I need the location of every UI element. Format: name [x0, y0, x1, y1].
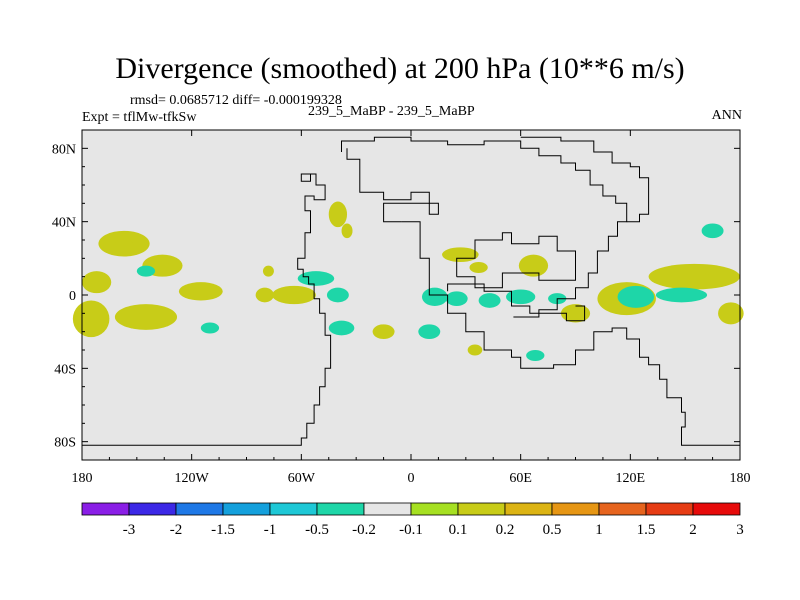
x-tick-label: 120E [616, 471, 646, 486]
y-tick-label: 80S [54, 436, 76, 451]
contour-blob-core [193, 288, 209, 295]
contour-blob [297, 271, 335, 286]
contour-blob-core [286, 291, 302, 299]
colorbar-label: 0.1 [449, 522, 468, 538]
colorbar-label: -2 [170, 522, 183, 538]
colorbar-label: -1.5 [211, 522, 235, 538]
colorbar-swatch [504, 502, 553, 516]
coastline-segment [82, 173, 332, 446]
contour-blob-core [155, 261, 170, 270]
experiment-line: Expt = tflMw-tfkSw [82, 110, 197, 125]
contour-blob [617, 285, 655, 308]
x-tick-label: 180 [730, 471, 751, 486]
coastline-segment [447, 283, 586, 322]
y-tick-label: 40S [54, 362, 76, 377]
colorbar-swatch [128, 502, 177, 516]
coastline-segment [346, 148, 439, 223]
coastline-segment [341, 136, 628, 318]
coastline-segment [520, 136, 650, 223]
colorbar-label: -0.1 [399, 522, 423, 538]
x-tick-label: 60W [288, 471, 316, 486]
contour-blob [518, 254, 549, 277]
contour-blob [255, 287, 274, 303]
contour-blob [469, 262, 488, 273]
case-line: 239_5_MaBP - 239_5_MaBP [308, 104, 475, 119]
stats-line: rmsd= 0.0685712 diff= -0.000199328 [130, 93, 342, 108]
colorbar-swatch [269, 502, 318, 516]
contour-blob [82, 271, 112, 294]
coastlines [82, 136, 740, 446]
contour-blob [718, 302, 744, 325]
contour-blob [328, 201, 348, 228]
contour-blob [506, 289, 536, 305]
contour-blob [701, 223, 724, 239]
colorbar-swatch [645, 502, 694, 516]
chart-title: Divergence (smoothed) at 200 hPa (10**6 … [115, 52, 685, 85]
colorbar-label: -0.2 [352, 522, 376, 538]
colorbar-swatch [598, 502, 647, 516]
colorbar-label: 1 [595, 522, 603, 538]
contour-blob [526, 350, 545, 361]
contour-blob-core [678, 272, 711, 282]
contour-blob-core [84, 312, 98, 326]
contour-blob [372, 324, 395, 339]
contour-blob [421, 287, 448, 307]
colorbar-label: -3 [123, 522, 136, 538]
contour-blob [467, 344, 483, 356]
x-tick-label: 180 [72, 471, 93, 486]
colorbar-label: 1.5 [637, 522, 656, 538]
contour-blob [445, 291, 468, 306]
contour-blob [560, 304, 591, 323]
x-tick-label: 0 [408, 471, 415, 486]
colorbar-swatch [175, 502, 224, 516]
contour-blob [418, 324, 441, 339]
x-tick-label: 60E [509, 471, 532, 486]
colorbar: -3 -2 -1.5 -1 -0.5 -0.2 -0.1 0.1 0.2 0.5 1 1.5 2 3 [81, 502, 744, 538]
colorbar-label: 2 [689, 522, 697, 538]
coastline-segment [401, 221, 740, 446]
contour-blob [341, 223, 353, 239]
colorbar-swatch [363, 502, 412, 516]
season-label: ANN [711, 108, 742, 123]
contour-blob [478, 293, 501, 308]
colorbar-swatch [81, 502, 130, 516]
y-tick-label: 0 [69, 289, 76, 304]
contour-blob [328, 320, 355, 336]
colorbar-label: 0.2 [496, 522, 515, 538]
coastline-segment [456, 232, 576, 289]
axes: 180 120W 60W 0 60E 120E 180 80N 40N 0 40S 80S [52, 130, 751, 486]
colorbar-label: 3 [736, 522, 744, 538]
colorbar-swatch [692, 502, 741, 516]
contour-blob-core [453, 252, 467, 258]
colorbar-swatch [457, 502, 506, 516]
contour-blob [262, 265, 274, 277]
contour-blob [326, 287, 349, 303]
plot-area [72, 130, 744, 460]
colorbar-swatch [551, 502, 600, 516]
colorbar-swatch [222, 502, 271, 516]
x-tick-label: 120W [175, 471, 210, 486]
colorbar-swatch [316, 502, 365, 516]
colorbar-label: -1 [264, 522, 277, 538]
colorbar-label: -0.5 [305, 522, 329, 538]
contour-blob [655, 287, 708, 303]
contour-blob-core [135, 312, 157, 322]
colorbar-label: 0.5 [543, 522, 562, 538]
colorbar-swatch [410, 502, 459, 516]
y-tick-label: 40N [52, 216, 76, 231]
contour-blob [200, 322, 220, 334]
contour-blob [136, 265, 156, 277]
y-tick-label: 80N [52, 142, 76, 157]
contour-blob-core [115, 239, 133, 249]
